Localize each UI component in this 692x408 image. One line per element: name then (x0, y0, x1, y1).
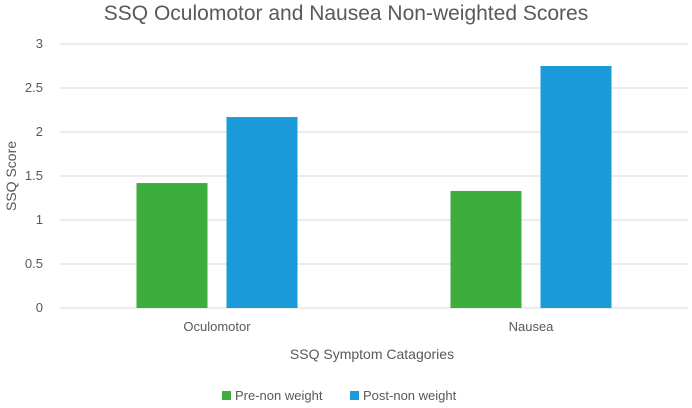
y-tick-label: 2.5 (25, 80, 43, 95)
y-tick-label: 1.5 (25, 168, 43, 183)
x-axis-title: SSQ Symptom Catagories (290, 346, 454, 362)
y-tick-label: 0.5 (25, 256, 43, 271)
bar-oculomotor-pre (136, 183, 208, 308)
y-tick-label: 2 (36, 124, 43, 139)
bar-oculomotor-post (226, 117, 298, 308)
y-axis-ticks: 0 0.5 1 1.5 2 2.5 3 (25, 36, 43, 315)
x-tick-label: Oculomotor (183, 319, 251, 334)
y-tick-label: 3 (36, 36, 43, 51)
legend: Pre-non weight Post-non weight (222, 388, 457, 403)
legend-label: Pre-non weight (235, 388, 323, 403)
legend-label: Post-non weight (363, 388, 457, 403)
x-tick-label: Nausea (509, 319, 555, 334)
chart-title: SSQ Oculomotor and Nausea Non-weighted S… (104, 2, 588, 25)
y-axis-title: SSQ Score (3, 141, 19, 211)
y-tick-label: 1 (36, 212, 43, 227)
bars (136, 66, 612, 308)
legend-swatch (222, 391, 231, 400)
bar-nausea-pre (450, 190, 522, 308)
x-axis-ticks: Oculomotor Nausea (183, 319, 554, 334)
y-tick-label: 0 (36, 300, 43, 315)
bar-nausea-post (540, 66, 612, 308)
legend-swatch (350, 391, 359, 400)
